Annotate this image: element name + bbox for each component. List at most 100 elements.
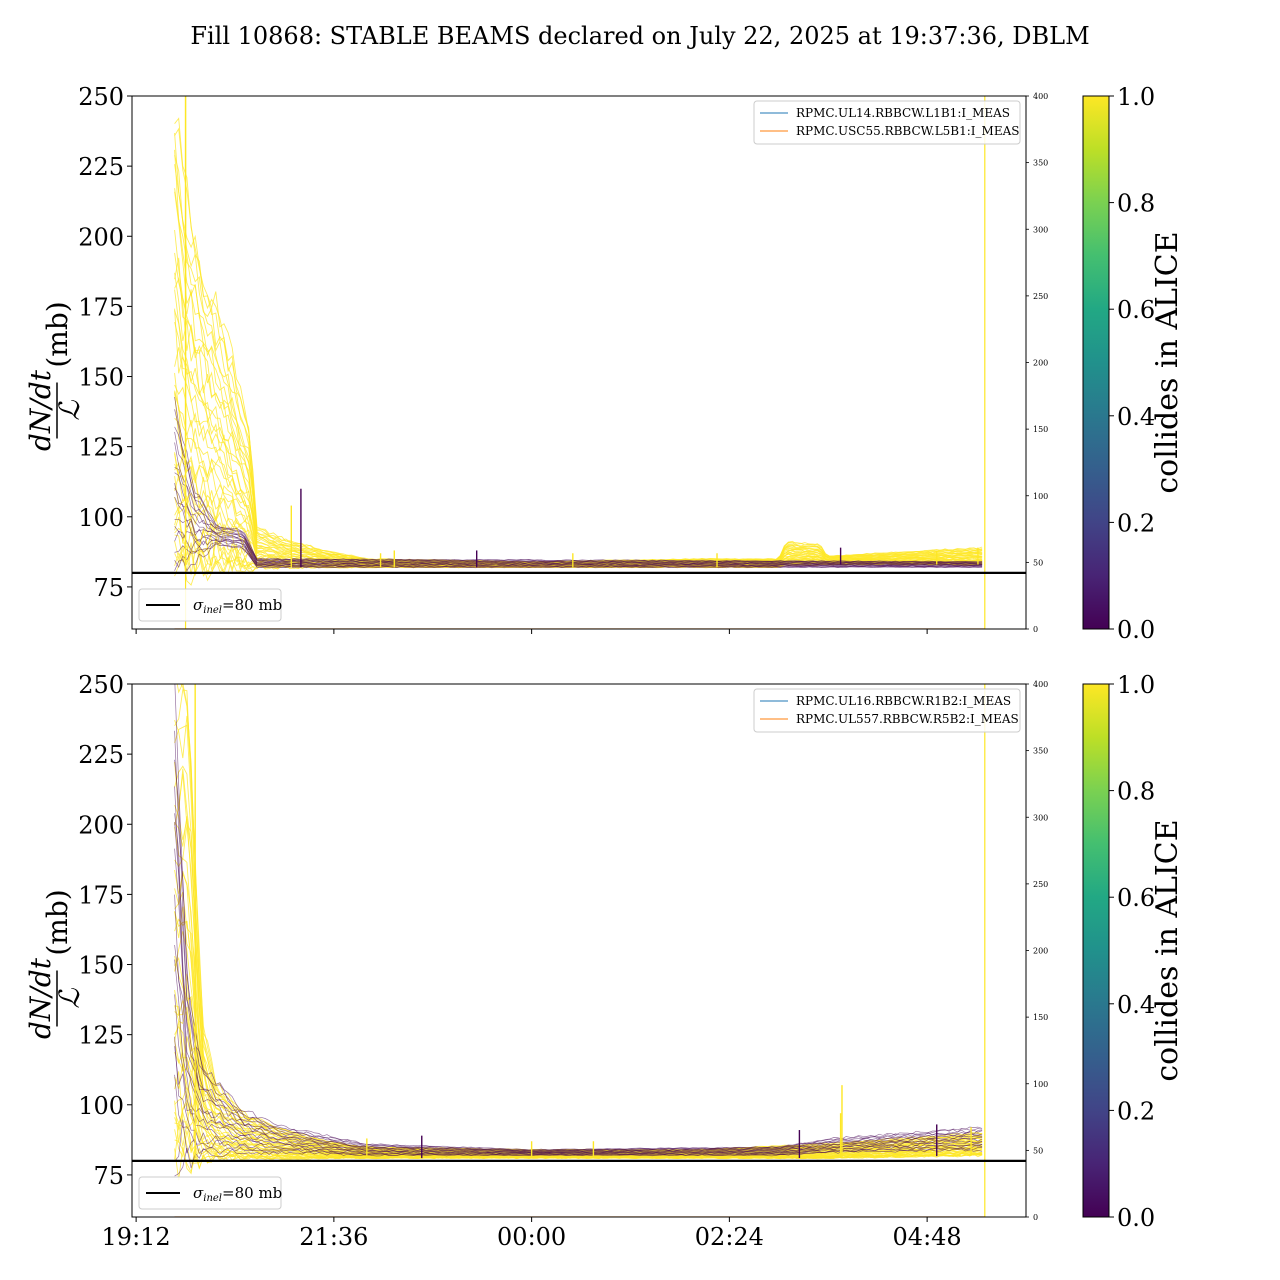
bunch-trace-yellow	[174, 372, 983, 566]
y-tick-label: 75	[93, 574, 124, 602]
bunch-trace-yellow	[174, 188, 983, 564]
y-tick-label: 175	[78, 881, 124, 909]
colorbar-label: collides in ALICE	[1150, 231, 1185, 493]
y-label-unit: (mb)	[41, 889, 74, 955]
y-tick-label: 200	[78, 811, 124, 839]
bunch-trace-yellow	[174, 164, 983, 564]
x-tick-label: 04:48	[893, 1223, 962, 1251]
upper-panel: 75 100 125 150 175 200 225 250 0 50 100 150 200 250 30…	[24, 83, 1048, 634]
bunch-trace-yellow	[174, 310, 983, 565]
legend-entry: RPMC.USC55.RBBCW.L5B1:I_MEAS	[796, 124, 1019, 138]
y2-tick-label: 250	[1033, 880, 1048, 889]
bunch-trace-yellow	[174, 191, 983, 564]
bunch-trace-purple	[174, 730, 983, 1151]
y-tick-label: 150	[78, 952, 124, 980]
bunch-trace-yellow	[174, 393, 983, 566]
bunch-trace-yellow	[174, 715, 983, 1152]
bunch-trace-purple	[174, 822, 983, 1153]
bunch-trace-purple	[174, 1046, 983, 1155]
bunch-trace-yellow	[174, 257, 983, 565]
y-tick-label: 125	[78, 434, 124, 462]
bunch-trace-yellow	[174, 869, 983, 1154]
x-tick-label: 02:24	[695, 1223, 764, 1251]
y-label-denominator: ℒ	[53, 400, 86, 421]
bunch-trace-yellow	[174, 773, 983, 1153]
bunch-trace-yellow	[174, 871, 983, 1155]
bunch-trace-yellow	[174, 475, 983, 568]
y2-tick-label: 150	[1033, 1013, 1048, 1022]
colorbar-tick-label: 1.0	[1117, 671, 1155, 699]
bunch-trace-yellow	[174, 857, 983, 1154]
legend-entry: RPMC.UL16.RBBCW.R1B2:I_MEAS	[796, 694, 1011, 708]
bunch-trace-yellow	[174, 308, 983, 566]
colorbar-tick-label: 0.2	[1117, 509, 1155, 537]
bunch-trace-yellow	[174, 229, 983, 564]
bunch-trace-yellow	[174, 476, 983, 568]
bunch-trace-yellow	[174, 761, 983, 1153]
y-tick-label: 75	[93, 1162, 124, 1190]
legend-lower	[138, 588, 282, 622]
bunch-trace-yellow	[174, 918, 983, 1156]
data-traces	[174, 684, 986, 1217]
y-axis-label: dN/dtℒ (mb)	[24, 889, 86, 1039]
bunch-trace-yellow	[174, 321, 983, 566]
y2-tick-label: 400	[1033, 680, 1048, 689]
data-traces	[174, 96, 986, 629]
x-tick-label: 00:00	[497, 1223, 566, 1251]
y2-tick-label: 50	[1033, 558, 1043, 567]
y-tick-label: 150	[78, 364, 124, 392]
bunch-trace-yellow	[174, 391, 983, 567]
colorbar-tick-label: 0.6	[1117, 884, 1155, 912]
bunch-trace-yellow	[174, 956, 983, 1156]
bunch-trace-yellow	[174, 127, 983, 563]
y2-tick-label: 50	[1033, 1146, 1043, 1155]
colorbar-tick-label: 0.4	[1117, 403, 1155, 431]
bunch-trace-yellow	[174, 347, 983, 566]
bunch-trace-yellow	[174, 911, 983, 1155]
bunch-trace-yellow	[180, 684, 983, 1151]
bunch-trace-purple	[174, 396, 983, 563]
bunch-trace-yellow	[174, 155, 983, 563]
y-tick-label: 175	[78, 293, 124, 321]
bunch-trace-yellow	[174, 816, 983, 1154]
y2-tick-label: 0	[1033, 1213, 1038, 1222]
bunch-trace-yellow	[174, 1005, 983, 1157]
bunch-trace-yellow	[174, 117, 983, 563]
y2-tick-label: 200	[1033, 359, 1048, 368]
y-tick-label: 100	[78, 504, 124, 532]
y-tick-label: 225	[78, 153, 124, 181]
y-label-numerator: dN/dt	[24, 957, 57, 1039]
colorbar-tick-label: 0.8	[1117, 190, 1155, 218]
y2-tick-label: 300	[1033, 813, 1048, 822]
bunch-trace-yellow	[174, 289, 983, 565]
y2-tick-label: 200	[1033, 947, 1048, 956]
bunch-trace-yellow	[176, 684, 983, 1151]
bunch-trace-yellow	[174, 390, 983, 567]
y-label-denominator: ℒ	[53, 988, 86, 1009]
bunch-trace-yellow	[174, 906, 983, 1156]
bunch-trace-purple	[174, 894, 983, 1153]
bunch-trace-yellow	[174, 149, 983, 564]
bunch-trace-purple	[174, 487, 983, 565]
y-label-numerator: dN/dt	[24, 369, 57, 451]
bunch-trace-purple	[174, 426, 983, 564]
bunch-trace-purple	[174, 786, 983, 1152]
bunch-trace-yellow	[174, 973, 983, 1157]
colorbar-tick-label: 0.2	[1117, 1097, 1155, 1125]
colorbar-tick-label: 0.0	[1117, 616, 1155, 644]
bunch-trace-purple	[174, 959, 983, 1154]
colorbar-tick-label: 1.0	[1117, 83, 1155, 111]
bunch-trace-yellow	[174, 931, 983, 1156]
bunch-trace-yellow	[174, 384, 983, 566]
colorbar-gradient	[1082, 95, 1110, 630]
y-label-unit: (mb)	[41, 301, 74, 367]
bunch-trace-purple	[174, 813, 983, 1152]
x-tick-label: 19:12	[102, 1223, 171, 1251]
y-tick-label: 125	[78, 1022, 124, 1050]
bunch-trace-purple	[174, 1036, 983, 1155]
bunch-trace-purple	[174, 759, 983, 1152]
legend-entry: RPMC.UL557.RBBCW.R5B2:I_MEAS	[796, 712, 1019, 726]
lower-colorbar: 0.0 0.2 0.4 0.6 0.8 1.0 collides in ALICE	[1082, 671, 1185, 1232]
x-tick-label: 21:36	[299, 1223, 368, 1251]
bunch-trace-yellow	[174, 804, 983, 1153]
